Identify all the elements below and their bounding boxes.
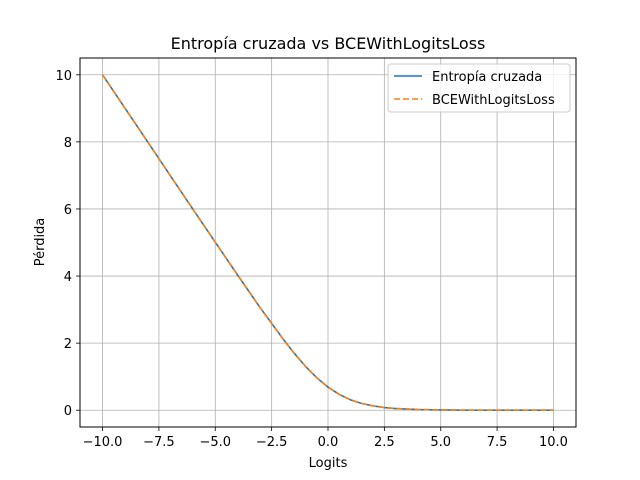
y-tick-label: 4 xyxy=(64,270,72,285)
y-tick-label: 10 xyxy=(55,69,72,84)
x-tick-label: −7.5 xyxy=(143,435,175,450)
chart-title: Entropía cruzada vs BCEWithLogitsLoss xyxy=(171,34,486,53)
x-tick-label: −5.0 xyxy=(199,435,231,450)
legend-label-bce-with-logits: BCEWithLogitsLoss xyxy=(432,93,555,108)
y-axis-label: Pérdida xyxy=(33,218,48,267)
series-lines xyxy=(101,74,554,412)
x-axis-label: Logits xyxy=(309,456,348,471)
axis-ticks: −10.0 −7.5 −5.0 −2.5 0.0 2.5 5.0 7.5 10.0 0 2 4 6 8 10 xyxy=(55,69,567,450)
legend: Entropía cruzada BCEWithLogitsLoss xyxy=(387,63,571,113)
series-line-bce-with-logits xyxy=(101,74,554,412)
x-tick-label: −10.0 xyxy=(83,435,123,450)
legend-label-cross-entropy: Entropía cruzada xyxy=(432,70,542,85)
y-tick-label: 2 xyxy=(64,337,72,352)
y-tick-label: 6 xyxy=(64,203,72,218)
x-tick-label: 7.5 xyxy=(487,435,508,450)
x-tick-label: 2.5 xyxy=(374,435,395,450)
x-tick-label: −2.5 xyxy=(256,435,288,450)
x-tick-label: 0.0 xyxy=(318,435,339,450)
x-tick-label: 5.0 xyxy=(430,435,451,450)
y-tick-label: 0 xyxy=(64,404,72,419)
legend-box xyxy=(387,63,571,113)
x-tick-label: 10.0 xyxy=(539,435,568,450)
y-tick-label: 8 xyxy=(64,136,72,151)
